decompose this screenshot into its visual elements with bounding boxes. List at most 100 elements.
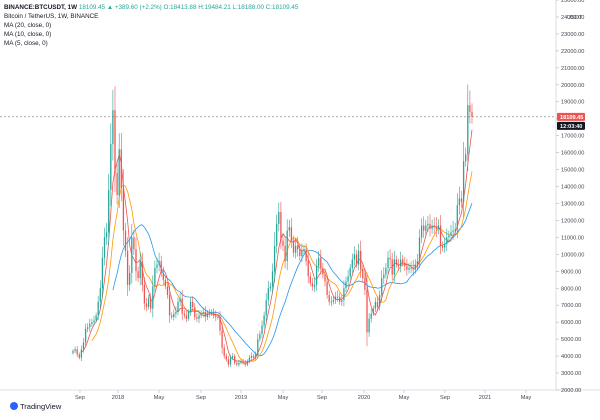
time-tick-label: Sep xyxy=(317,395,327,401)
candle-body xyxy=(391,259,393,275)
candle-body xyxy=(227,359,230,365)
time-axis[interactable]: Sep 2018 May Sep 2019 May Sep 2020 May Sep 2021 May xyxy=(75,390,531,401)
candle-body xyxy=(181,298,183,314)
time-tick-label: Sep xyxy=(196,395,206,401)
candle-body xyxy=(280,211,282,241)
candle-body xyxy=(301,250,303,257)
candle-body xyxy=(261,325,263,335)
candle-body xyxy=(231,356,234,358)
candle-body xyxy=(145,303,148,307)
candle-body xyxy=(194,306,196,318)
candle-body xyxy=(458,198,461,206)
price-tick-label: 19000.00 xyxy=(561,100,584,106)
candle-body xyxy=(282,240,284,246)
candle-body xyxy=(429,223,431,229)
candle-body xyxy=(315,266,318,285)
candle-body xyxy=(450,232,452,236)
candle-body xyxy=(185,315,188,319)
candle-body xyxy=(76,349,78,355)
tradingview-logo[interactable]: TradingView xyxy=(10,402,61,411)
candle-body xyxy=(217,317,219,318)
candle-body xyxy=(448,235,450,238)
candle-body xyxy=(101,257,104,289)
candle-body xyxy=(433,225,435,228)
candle-body xyxy=(437,225,440,229)
candle-body xyxy=(469,105,471,112)
last-price-tag: 18109.45 12:03:40 xyxy=(557,112,585,130)
indicator-ma10[interactable]: MA (10, close, 0) xyxy=(4,31,52,38)
candle-body xyxy=(278,211,280,224)
indicator-ma5[interactable]: MA (5, close, 0) xyxy=(4,40,48,47)
pair-name: Bitcoin / TetherUS, 1W, BINANCE xyxy=(4,13,99,20)
candle-body xyxy=(273,245,276,272)
candle-body xyxy=(370,313,372,319)
candle-body xyxy=(427,223,429,226)
time-tick-label: May xyxy=(154,395,165,401)
candle-body xyxy=(131,237,133,273)
candle-body xyxy=(200,313,202,316)
candle-body xyxy=(374,301,377,309)
price-tick-label: 3000.00 xyxy=(561,371,581,377)
time-tick-label: Sep xyxy=(440,395,450,401)
candle-body xyxy=(248,357,251,362)
candle-body xyxy=(460,198,463,202)
candle-body xyxy=(456,205,458,229)
candle-body xyxy=(406,266,408,270)
price-tick-label: 22000.00 xyxy=(561,49,584,55)
candle-body xyxy=(112,110,114,145)
candle-body xyxy=(196,317,198,319)
candle-body xyxy=(236,362,238,365)
countdown-label: 12:03:40 xyxy=(560,124,582,130)
candle-body xyxy=(364,278,366,290)
price-tick-label: 2000.00 xyxy=(561,388,581,394)
candle-body xyxy=(397,264,400,267)
candle-body xyxy=(95,315,97,321)
candle-body xyxy=(439,225,442,246)
candle-body xyxy=(177,301,179,312)
candle-body xyxy=(189,301,192,312)
candle-body xyxy=(124,230,127,251)
candle-body xyxy=(221,330,223,348)
candle-body xyxy=(290,227,293,241)
price-tick-label: 4000.00 xyxy=(561,354,581,360)
candle-body xyxy=(219,317,221,331)
candle-body xyxy=(393,259,395,275)
currency-label: USDT xyxy=(567,15,583,21)
candle-body xyxy=(452,230,454,233)
time-tick-label: May xyxy=(521,395,532,401)
price-tick-label: 23000.00 xyxy=(561,32,584,38)
candle-body xyxy=(246,361,248,365)
candle-body xyxy=(154,267,156,287)
candle-body xyxy=(276,223,278,246)
candle-body xyxy=(116,172,118,195)
candle-body xyxy=(326,281,328,296)
candle-body xyxy=(339,296,341,302)
indicator-ma20[interactable]: MA (20, close, 0) xyxy=(4,22,52,29)
price-tick-label: 21000.00 xyxy=(561,66,584,72)
price-tick-label: 6000.00 xyxy=(561,320,581,326)
candle-body xyxy=(309,276,311,284)
candles xyxy=(72,84,473,368)
candle-body xyxy=(355,254,358,265)
candle-body xyxy=(318,257,320,267)
candle-body xyxy=(444,244,446,248)
candle-body xyxy=(288,227,290,231)
price-tick-label: 5000.00 xyxy=(561,337,581,343)
price-axis[interactable]: 2000.00 3000.00 4000.00 5000.00 6000.00 7000.… xyxy=(556,0,584,394)
candle-body xyxy=(250,356,253,358)
price-tick-label: 14000.00 xyxy=(561,185,584,191)
candle-body xyxy=(328,295,330,302)
symbol-title[interactable]: BINANCE:BTCUSDT, 1W xyxy=(4,4,78,11)
price-tick-label: 8000.00 xyxy=(561,286,581,292)
candle-body xyxy=(103,237,106,258)
candle-body xyxy=(242,361,244,363)
candle-body xyxy=(120,149,122,189)
candle-body xyxy=(72,351,74,354)
candle-body xyxy=(244,362,246,365)
candle-body xyxy=(271,271,274,287)
candle-body xyxy=(234,356,236,363)
candle-body xyxy=(93,320,95,323)
candle-body xyxy=(110,144,112,190)
candle-body xyxy=(351,259,353,268)
